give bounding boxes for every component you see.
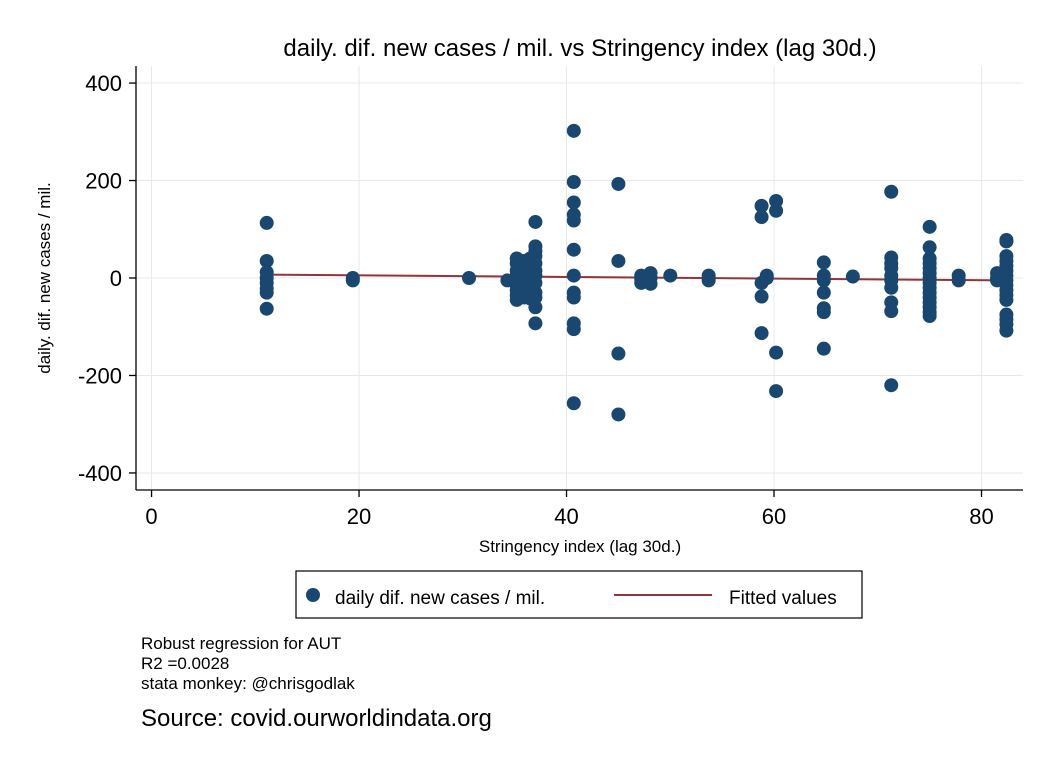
data-point-69 — [754, 198, 769, 213]
legend: daily dif. new cases / mil. Fitted value… — [295, 570, 863, 619]
data-point-83 — [816, 285, 831, 300]
data-point-9 — [345, 273, 360, 288]
legend-fit-label: Fitted values — [729, 588, 837, 609]
data-point-39 — [528, 275, 543, 290]
data-point-86 — [816, 341, 831, 356]
y-tick-label-0: 400 — [85, 71, 122, 96]
y-axis-label: daily. dif. new cases / mil. — [35, 182, 54, 373]
data-point-88 — [884, 184, 899, 199]
data-point-129 — [999, 292, 1014, 307]
data-point-76 — [769, 193, 784, 208]
axes — [129, 66, 1023, 497]
data-point-114 — [951, 273, 966, 288]
data-point-56 — [611, 176, 626, 191]
scatter-chart: 0 20 40 60 80 400 200 0 -200 -400 daily. dif. new… — [35, 35, 1023, 619]
data-point-48 — [566, 213, 581, 228]
data-point-1 — [259, 253, 274, 268]
data-point-54 — [566, 322, 581, 337]
data-point-0 — [259, 215, 274, 230]
note-r2: R2 =0.0028 — [141, 654, 230, 673]
data-point-41 — [528, 290, 543, 305]
x-tick-label-1: 20 — [347, 504, 371, 529]
note-method: Robust regression for AUT — [141, 634, 342, 653]
x-tick-label-4: 80 — [969, 504, 993, 529]
data-point-43 — [528, 316, 543, 331]
data-point-59 — [611, 407, 626, 422]
data-point-112 — [922, 309, 937, 324]
data-point-79 — [769, 384, 784, 399]
data-point-99 — [922, 240, 937, 255]
data-point-119 — [999, 234, 1014, 249]
data-point-32 — [528, 214, 543, 229]
data-point-45 — [566, 174, 581, 189]
x-tick-label-2: 40 — [554, 504, 578, 529]
data-point-85 — [816, 305, 831, 320]
data-point-133 — [999, 323, 1014, 338]
data-point-80 — [816, 255, 831, 270]
data-point-65 — [643, 276, 658, 291]
data-point-58 — [611, 346, 626, 361]
data-point-50 — [566, 268, 581, 283]
data-point-87 — [845, 269, 860, 284]
data-point-66 — [663, 268, 678, 283]
data-point-49 — [566, 242, 581, 257]
tick-labels: 0 20 40 60 80 400 200 0 -200 -400 — [78, 71, 994, 529]
data-point-78 — [769, 345, 784, 360]
x-tick-label-0: 0 — [145, 504, 157, 529]
legend-scatter-label: daily dif. new cases / mil. — [335, 588, 545, 609]
source-text: Source: covid.ourworldindata.org — [141, 705, 492, 732]
data-point-70 — [754, 210, 769, 225]
data-point-7 — [259, 301, 274, 316]
data-point-6 — [259, 285, 274, 300]
data-point-44 — [566, 123, 581, 138]
data-point-10 — [462, 271, 477, 285]
data-point-77 — [769, 203, 784, 218]
data-point-73 — [754, 326, 769, 341]
data-point-98 — [922, 219, 937, 234]
data-point-57 — [611, 253, 626, 268]
y-tick-label-3: -200 — [78, 363, 122, 388]
scatter-points — [259, 123, 1014, 422]
y-tick-label-2: 0 — [110, 266, 122, 291]
data-point-46 — [566, 195, 581, 210]
note-author: stata monkey: @chrisgodlak — [141, 674, 355, 693]
data-point-96 — [884, 304, 899, 319]
legend-scatter-marker — [306, 588, 320, 602]
data-point-97 — [884, 378, 899, 393]
y-tick-label-1: 200 — [85, 169, 122, 194]
y-tick-label-4: -400 — [78, 461, 122, 486]
x-tick-label-3: 60 — [762, 504, 786, 529]
data-point-94 — [884, 280, 899, 295]
legend-box — [295, 570, 863, 619]
chart-title: daily. dif. new cases / mil. vs Stringen… — [283, 35, 876, 62]
data-point-72 — [754, 289, 769, 304]
data-point-82 — [816, 273, 831, 288]
data-point-52 — [566, 290, 581, 305]
data-point-75 — [759, 268, 774, 283]
x-axis-label: Stringency index (lag 30d.) — [479, 537, 681, 556]
data-point-68 — [701, 273, 716, 288]
data-point-42 — [528, 300, 543, 315]
data-point-55 — [566, 396, 581, 411]
